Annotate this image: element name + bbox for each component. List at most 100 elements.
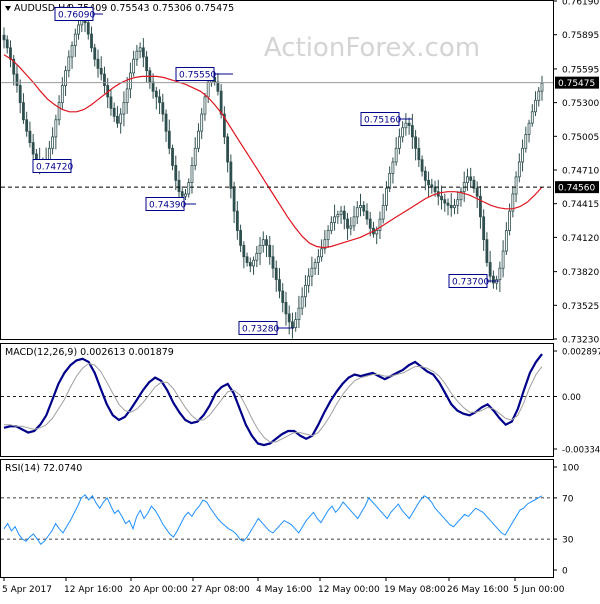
- candle-body: [235, 210, 239, 231]
- candle-body: [86, 22, 90, 35]
- candle: [394, 137, 398, 166]
- macd-tick-label: 0.002897: [562, 348, 600, 358]
- candle: [404, 113, 408, 136]
- candle-body: [294, 319, 298, 328]
- annotation-0.74390: 0.74390: [145, 197, 196, 211]
- candle: [440, 185, 443, 210]
- candle: [125, 77, 129, 114]
- candle-body: [219, 90, 223, 115]
- candle: [216, 72, 220, 96]
- candle: [326, 225, 330, 248]
- candle-body: [103, 73, 106, 86]
- annotation-label: 0.75550: [179, 71, 216, 81]
- candle-body: [504, 230, 508, 252]
- candle-body: [255, 252, 259, 261]
- candle-body: [47, 147, 51, 161]
- time-tick-label: 12 Apr 16:00: [64, 585, 123, 595]
- candle-body: [132, 58, 136, 74]
- candle: [313, 258, 317, 275]
- price-tick-label: 0.73820: [562, 268, 599, 278]
- candle-body: [239, 230, 242, 246]
- candle-body: [190, 165, 194, 183]
- candle: [540, 75, 544, 101]
- candle: [25, 111, 29, 137]
- candle-body: [158, 96, 161, 104]
- candle-body: [329, 222, 333, 231]
- candle: [333, 204, 336, 231]
- candle-body: [109, 96, 113, 109]
- candle: [255, 245, 259, 268]
- price-marker: 0.74560: [555, 181, 599, 194]
- candle: [193, 137, 197, 171]
- candle: [171, 144, 174, 171]
- candle: [417, 137, 421, 167]
- price-tick-label: 0.74710: [562, 167, 599, 177]
- candle: [2, 27, 6, 49]
- candle-body: [54, 119, 58, 138]
- candle: [54, 114, 58, 150]
- candle: [261, 231, 265, 253]
- candle: [145, 51, 149, 83]
- candle-body: [381, 204, 385, 220]
- candle-body: [138, 47, 142, 52]
- annotation-label: 0.73280: [242, 325, 279, 335]
- candle: [132, 50, 136, 77]
- candle: [472, 176, 476, 193]
- moving-average: [3, 54, 543, 249]
- annotation-0.73280: 0.73280: [238, 321, 294, 335]
- candle: [323, 230, 327, 254]
- candle: [504, 222, 508, 255]
- candle: [466, 168, 469, 191]
- price-header: AUDUSD,H4 0.75409 0.75543 0.75306 0.7547…: [5, 3, 234, 14]
- candle-body: [469, 176, 473, 181]
- price-tick-label: 0.76190: [562, 0, 599, 8]
- ma-line: [3, 54, 543, 249]
- candle: [423, 166, 427, 191]
- candle-body: [368, 218, 372, 229]
- candle-body: [479, 195, 482, 218]
- candle-body: [423, 170, 427, 181]
- candle-body: [397, 136, 401, 149]
- price-tick-label: 0.74415: [562, 200, 599, 210]
- watermark: ActionForex.com: [264, 33, 480, 63]
- candle-body: [70, 45, 74, 58]
- candle: [300, 287, 304, 316]
- candle: [287, 305, 291, 335]
- candle: [352, 205, 356, 232]
- candle-body: [440, 195, 443, 201]
- time-tick-label: 5 Jun 00:00: [513, 585, 565, 595]
- candle-body: [466, 176, 469, 183]
- candle-body: [485, 239, 489, 263]
- macd-axis: 0.002897 0.00 -0.003348: [553, 348, 600, 456]
- candle: [329, 216, 333, 235]
- candle-body: [388, 173, 392, 189]
- candle-body: [323, 239, 327, 250]
- price-marker: 0.75475: [555, 76, 599, 89]
- rsi-title: RSI(14) 72.0740: [5, 463, 82, 474]
- candle-body: [25, 119, 29, 132]
- candle-body: [151, 81, 155, 92]
- price-tick-label: 0.73230: [562, 336, 599, 346]
- candle-body: [488, 262, 492, 277]
- candle: [498, 261, 502, 292]
- candle-body: [145, 56, 149, 72]
- candle-body: [433, 186, 437, 193]
- candle-body: [537, 90, 541, 101]
- candle: [511, 186, 515, 218]
- candle-body: [67, 56, 71, 72]
- candle: [482, 209, 486, 251]
- candle: [51, 127, 55, 155]
- candle: [245, 252, 249, 267]
- candle-body: [164, 113, 168, 132]
- candle: [167, 119, 171, 155]
- candle-body: [420, 159, 424, 172]
- candle-body: [122, 102, 126, 115]
- dropdown-triangle-icon[interactable]: [5, 6, 11, 11]
- candle-body: [391, 161, 395, 174]
- price-tick-label: 0.75300: [562, 99, 599, 109]
- price-marker-label: 0.74560: [558, 184, 595, 194]
- candle: [378, 211, 382, 240]
- candle-body: [77, 24, 80, 35]
- candle: [135, 44, 139, 66]
- time-tick-label: 4 May 16:00: [256, 585, 312, 595]
